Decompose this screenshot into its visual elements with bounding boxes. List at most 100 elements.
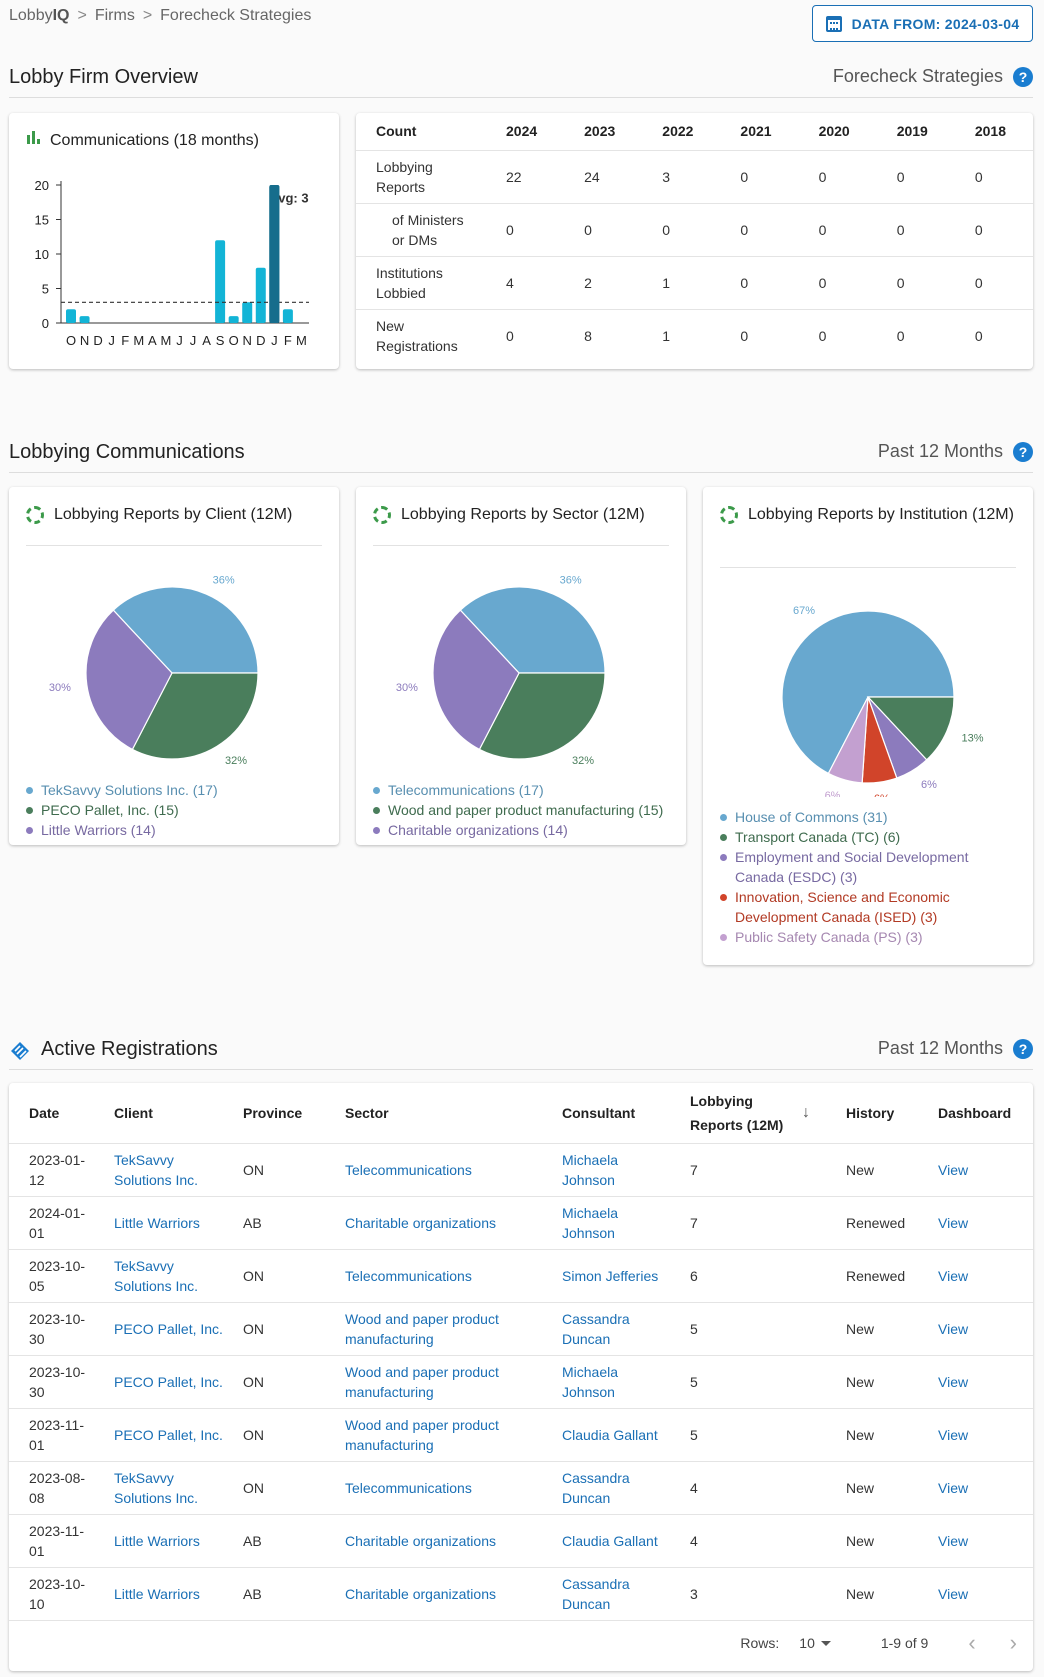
legend-item[interactable]: PECO Pallet, Inc. (15) <box>26 800 327 820</box>
pie-card-title: Lobbying Reports by Institution (12M) <box>720 503 1016 526</box>
previous-page-icon[interactable]: ‹ <box>968 1630 976 1655</box>
sector-link[interactable]: Telecommunications <box>325 1461 542 1515</box>
client-link[interactable]: TekSavvy Solutions Inc. <box>94 1249 223 1303</box>
pie-slice[interactable] <box>781 610 955 775</box>
rows-per-page-select[interactable]: 10 <box>799 1635 831 1651</box>
data-date-button[interactable]: DATA FROM: 2024-03-04 <box>812 5 1033 42</box>
bar[interactable] <box>242 302 253 323</box>
pie-slice[interactable] <box>432 609 520 751</box>
col-date[interactable]: Date <box>9 1083 94 1144</box>
sector-link[interactable]: Telecommunications <box>325 1143 542 1197</box>
table-row: 2023-08- 08 TekSavvy Solutions Inc. ON Telec… <box>9 1461 1033 1515</box>
consultant-link[interactable]: Cassandra Duncan <box>542 1567 670 1621</box>
pie-slice[interactable] <box>112 586 259 674</box>
legend-item[interactable]: Charitable organizations (14) <box>373 820 674 840</box>
client-link[interactable]: PECO Pallet, Inc. <box>94 1408 223 1462</box>
sector-link[interactable]: Wood and paper product manufacturing <box>325 1302 542 1356</box>
legend-item[interactable]: Telecommunications (17) <box>373 780 674 800</box>
col-year: 2019 <box>876 113 955 151</box>
y-tick-label: 10 <box>35 247 49 262</box>
view-dashboard-link[interactable]: View <box>918 1408 1033 1462</box>
history-status: New <box>826 1408 918 1462</box>
view-dashboard-link[interactable]: View <box>918 1355 1033 1409</box>
view-dashboard-link[interactable]: View <box>918 1196 1033 1250</box>
legend-item[interactable]: Little Warriors (14) <box>26 820 327 840</box>
bar[interactable] <box>282 309 293 323</box>
pie-chart: 36% 32% 30% <box>49 574 259 767</box>
pie-slice[interactable] <box>866 696 955 761</box>
next-page-icon[interactable]: › <box>1009 1630 1017 1655</box>
card-divider <box>26 545 322 546</box>
breadcrumb-firms[interactable]: Firms <box>94 7 135 24</box>
help-icon[interactable]: ? <box>1013 1038 1033 1059</box>
legend-dot <box>720 854 727 861</box>
client-link[interactable]: Little Warriors <box>94 1567 223 1621</box>
consultant-link[interactable]: Michaela Johnson <box>542 1355 670 1409</box>
col-lobbying-reports[interactable]: Lobbying Reports (12M) ↓ <box>670 1083 826 1144</box>
client-link[interactable]: PECO Pallet, Inc. <box>94 1355 223 1409</box>
client-link[interactable]: PECO Pallet, Inc. <box>94 1302 223 1356</box>
col-dashboard[interactable]: Dashboard <box>918 1083 1033 1144</box>
pie-slice[interactable] <box>131 672 259 760</box>
view-dashboard-link[interactable]: View <box>918 1567 1033 1621</box>
legend-item[interactable]: Innovation, Science and Economic Develop… <box>720 887 1021 927</box>
consultant-link[interactable]: Simon Jefferies <box>542 1249 670 1303</box>
legend-item[interactable]: House of Commons (31) <box>720 807 1021 827</box>
client-link[interactable]: Little Warriors <box>94 1196 223 1250</box>
sector-link[interactable]: Wood and paper product manufacturing <box>325 1355 542 1409</box>
x-tick-label: D <box>93 333 102 348</box>
pie-slice[interactable] <box>85 609 173 751</box>
brand-logo[interactable]: LobbyIQ <box>9 7 70 24</box>
overview-title: Lobby Firm Overview <box>9 66 198 88</box>
sector-link[interactable]: Charitable organizations <box>325 1196 542 1250</box>
page-range: 1-9 of 9 <box>880 1635 929 1651</box>
col-consultant[interactable]: Consultant <box>542 1083 670 1144</box>
client-link[interactable]: TekSavvy Solutions Inc. <box>94 1461 223 1515</box>
bar[interactable] <box>228 316 239 323</box>
sector-link[interactable]: Charitable organizations <box>325 1567 542 1621</box>
consultant-link[interactable]: Claudia Gallant <box>542 1514 670 1568</box>
pie-slice[interactable] <box>827 696 869 784</box>
sector-link[interactable]: Telecommunications <box>325 1249 542 1303</box>
row-label: New Registrations <box>376 317 458 354</box>
view-dashboard-link[interactable]: View <box>918 1461 1033 1515</box>
bar[interactable] <box>79 316 90 323</box>
pie-legend: TekSavvy Solutions Inc. (17) PECO Pallet,… <box>26 780 327 840</box>
bar[interactable] <box>215 240 226 323</box>
sector-link[interactable]: Wood and paper product manufacturing <box>325 1408 542 1462</box>
client-link[interactable]: Little Warriors <box>94 1514 223 1568</box>
x-tick-label: M <box>133 333 144 348</box>
client-link[interactable]: TekSavvy Solutions Inc. <box>94 1143 223 1197</box>
sector-link[interactable]: Charitable organizations <box>325 1514 542 1568</box>
sort-arrow-down-icon[interactable]: ↓ <box>802 1103 810 1121</box>
report-count: 7 <box>670 1196 826 1250</box>
consultant-link[interactable]: Cassandra Duncan <box>542 1302 670 1356</box>
count-value: 0 <box>954 150 1033 204</box>
view-dashboard-link[interactable]: View <box>918 1514 1033 1568</box>
pie-card: Lobbying Reports by Client (12M) 36% 32% 30… <box>9 487 339 845</box>
legend-item[interactable]: Public Safety Canada (PS) (3) <box>720 927 1021 947</box>
legend-item[interactable]: Wood and paper product manufacturing (15… <box>373 800 674 820</box>
col-history[interactable]: History <box>826 1083 918 1144</box>
col-sector[interactable]: Sector <box>325 1083 542 1144</box>
view-dashboard-link[interactable]: View <box>918 1249 1033 1303</box>
view-dashboard-link[interactable]: View <box>918 1143 1033 1197</box>
bar[interactable] <box>66 309 76 323</box>
x-tick-label: A <box>202 333 211 348</box>
pie-slice[interactable] <box>459 586 606 674</box>
legend-item[interactable]: TekSavvy Solutions Inc. (17) <box>26 780 327 800</box>
consultant-link[interactable]: Claudia Gallant <box>542 1408 670 1462</box>
consultant-link[interactable]: Michaela Johnson <box>542 1196 670 1250</box>
legend-item[interactable]: Employment and Social Development Canada… <box>720 847 1021 887</box>
consultant-link[interactable]: Michaela Johnson <box>542 1143 670 1197</box>
view-dashboard-link[interactable]: View <box>918 1302 1033 1356</box>
bar[interactable] <box>255 267 266 323</box>
help-icon[interactable]: ? <box>1013 66 1033 87</box>
bar[interactable] <box>269 185 280 323</box>
col-province[interactable]: Province <box>223 1083 325 1144</box>
help-icon[interactable]: ? <box>1013 441 1033 462</box>
legend-item[interactable]: Transport Canada (TC) (6) <box>720 827 1021 847</box>
pie-slice[interactable] <box>478 672 606 760</box>
col-client[interactable]: Client <box>94 1083 223 1144</box>
consultant-link[interactable]: Cassandra Duncan <box>542 1461 670 1515</box>
